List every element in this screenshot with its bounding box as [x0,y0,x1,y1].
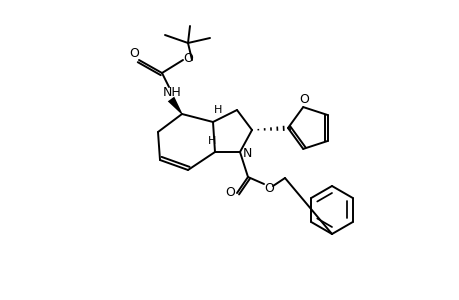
Polygon shape [168,97,182,114]
Text: O: O [183,52,192,64]
Text: O: O [263,182,274,194]
Text: O: O [129,46,139,59]
Text: H: H [207,136,216,146]
Text: H: H [213,105,222,115]
Text: N: N [242,146,251,160]
Text: NH: NH [162,85,181,98]
Text: O: O [224,187,235,200]
Text: O: O [299,93,308,106]
